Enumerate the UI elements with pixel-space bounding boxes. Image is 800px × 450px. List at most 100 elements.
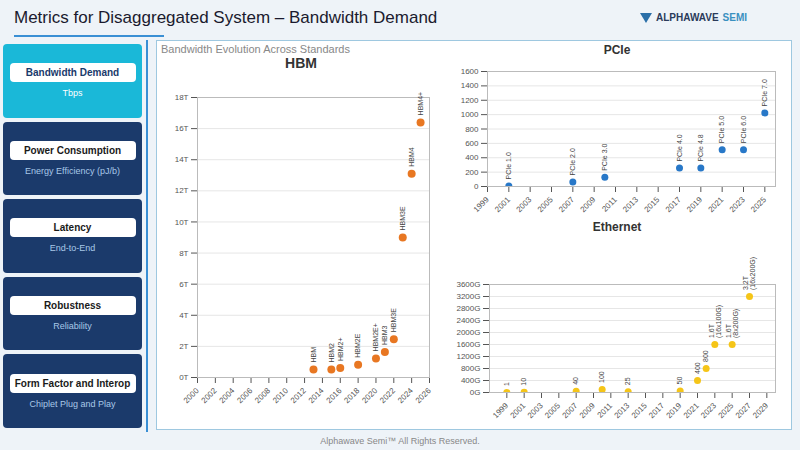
svg-text:2022: 2022 [378, 386, 397, 405]
svg-text:HBM4: HBM4 [408, 147, 415, 167]
svg-text:PCIe 4.0: PCIe 4.0 [676, 134, 683, 161]
svg-text:4T: 4T [179, 311, 188, 320]
svg-text:1200: 1200 [461, 96, 479, 105]
svg-text:1400: 1400 [461, 81, 479, 90]
svg-text:2000G: 2000G [456, 328, 480, 337]
svg-text:1.6T(16x100G): 1.6T(16x100G) [708, 305, 723, 338]
svg-text:2007: 2007 [557, 195, 576, 214]
svg-text:2400G: 2400G [456, 316, 480, 325]
svg-text:2007: 2007 [560, 401, 579, 420]
svg-text:2004: 2004 [217, 386, 236, 405]
svg-text:2018: 2018 [342, 386, 361, 405]
svg-text:HBM2+: HBM2+ [337, 337, 344, 361]
svg-text:2002: 2002 [200, 386, 219, 405]
svg-text:1999: 1999 [472, 195, 491, 214]
svg-text:2006: 2006 [235, 386, 254, 405]
svg-text:25: 25 [624, 377, 631, 385]
svg-text:2003: 2003 [526, 401, 545, 420]
svg-text:800G: 800G [461, 364, 481, 373]
svg-text:1600: 1600 [461, 67, 479, 76]
svg-text:PCIe 6.0: PCIe 6.0 [740, 116, 747, 143]
svg-text:14T: 14T [175, 155, 189, 164]
svg-text:2009: 2009 [578, 401, 597, 420]
svg-text:12T: 12T [175, 186, 189, 195]
svg-text:2005: 2005 [536, 195, 555, 214]
svg-text:200: 200 [465, 168, 479, 177]
svg-text:2T: 2T [179, 342, 188, 351]
svg-text:2003: 2003 [514, 195, 533, 214]
svg-text:2017: 2017 [647, 401, 666, 420]
svg-text:2005: 2005 [543, 401, 562, 420]
svg-text:2800G: 2800G [456, 304, 480, 313]
svg-text:2011: 2011 [600, 195, 619, 214]
svg-text:3200G: 3200G [456, 292, 480, 301]
svg-text:100: 100 [598, 371, 605, 383]
svg-text:6T: 6T [179, 280, 188, 289]
svg-text:PCIe 5.0: PCIe 5.0 [718, 116, 725, 143]
svg-text:1: 1 [503, 382, 510, 386]
svg-text:HBM2E+: HBM2E+ [372, 323, 379, 351]
svg-text:1200G: 1200G [456, 352, 480, 361]
svg-text:0: 0 [474, 182, 479, 191]
svg-text:PCIe 7.0: PCIe 7.0 [761, 79, 768, 106]
svg-text:HBM: HBM [310, 347, 317, 363]
svg-text:HBM2: HBM2 [328, 343, 335, 363]
svg-text:PCIe 2.0: PCIe 2.0 [569, 148, 576, 175]
svg-text:1.6T(8x200G): 1.6T(8x200G) [725, 309, 740, 338]
svg-text:2029: 2029 [751, 401, 770, 420]
svg-text:2020: 2020 [360, 386, 379, 405]
svg-text:2027: 2027 [734, 401, 753, 420]
svg-text:0T: 0T [179, 373, 188, 382]
svg-text:16T: 16T [175, 124, 189, 133]
svg-text:40: 40 [572, 377, 579, 385]
svg-text:2010: 2010 [271, 386, 290, 405]
svg-text:2025: 2025 [716, 401, 735, 420]
svg-text:2021: 2021 [682, 401, 701, 420]
svg-text:2001: 2001 [493, 195, 512, 214]
svg-text:400: 400 [465, 153, 479, 162]
svg-text:800: 800 [702, 350, 709, 362]
svg-text:2023: 2023 [728, 195, 747, 214]
svg-text:10T: 10T [175, 218, 189, 227]
svg-text:2013: 2013 [621, 195, 640, 214]
svg-text:3600G: 3600G [456, 280, 480, 289]
svg-text:2017: 2017 [664, 195, 683, 214]
svg-text:2014: 2014 [307, 386, 326, 405]
svg-text:600: 600 [465, 139, 479, 148]
svg-text:PCIe 1.0: PCIe 1.0 [505, 152, 512, 179]
svg-text:10: 10 [520, 378, 527, 386]
svg-text:2015: 2015 [642, 195, 661, 214]
svg-text:2015: 2015 [630, 401, 649, 420]
svg-text:HBM3E: HBM3E [390, 308, 397, 332]
svg-text:1600G: 1600G [456, 340, 480, 349]
svg-text:2011: 2011 [596, 401, 615, 420]
svg-text:2024: 2024 [396, 386, 415, 405]
svg-text:HBM2E: HBM2E [354, 333, 361, 357]
svg-text:HBM4+: HBM4+ [417, 92, 424, 116]
svg-text:PCIe 4.8: PCIe 4.8 [697, 134, 704, 161]
svg-text:8T: 8T [179, 249, 188, 258]
svg-text:18T: 18T [175, 93, 189, 102]
svg-text:2009: 2009 [578, 195, 597, 214]
svg-text:800: 800 [465, 125, 479, 134]
svg-text:2001: 2001 [508, 401, 527, 420]
svg-text:1999: 1999 [491, 401, 510, 420]
svg-text:50: 50 [676, 377, 683, 385]
svg-text:2013: 2013 [612, 401, 631, 420]
svg-text:HBM3E: HBM3E [399, 206, 406, 230]
svg-text:2026: 2026 [414, 386, 433, 405]
svg-text:2019: 2019 [664, 401, 683, 420]
svg-text:2016: 2016 [325, 386, 344, 405]
svg-text:2021: 2021 [706, 195, 725, 214]
svg-text:400G: 400G [461, 376, 481, 385]
svg-text:2025: 2025 [749, 195, 768, 214]
svg-text:1000: 1000 [461, 110, 479, 119]
svg-text:3.2T(16x200G): 3.2T(16x200G) [742, 257, 757, 290]
svg-text:HBM3: HBM3 [381, 325, 388, 345]
svg-text:2023: 2023 [699, 401, 718, 420]
svg-text:400: 400 [694, 362, 701, 374]
svg-text:PCIe 3.0: PCIe 3.0 [601, 143, 608, 170]
svg-text:2008: 2008 [253, 386, 272, 405]
svg-text:2019: 2019 [685, 195, 704, 214]
svg-text:2012: 2012 [289, 386, 308, 405]
